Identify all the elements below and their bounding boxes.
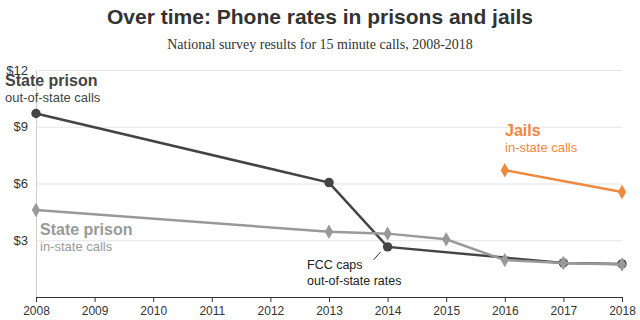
x-tick: 2016 xyxy=(492,297,519,318)
grid-line xyxy=(36,70,622,71)
marker xyxy=(383,242,392,251)
marker xyxy=(618,185,626,199)
x-tick: 2014 xyxy=(375,297,402,318)
x-tick: 2010 xyxy=(140,297,167,318)
x-tick: 2011 xyxy=(199,297,225,318)
series-line xyxy=(505,170,622,192)
series-detail: in-state calls xyxy=(40,239,113,254)
x-tick-mark xyxy=(270,297,271,302)
x-tick: 2018 xyxy=(609,297,636,318)
x-tick: 2015 xyxy=(433,297,460,318)
marker xyxy=(442,232,450,246)
y-tick-label: $6 xyxy=(14,176,28,191)
series-label: Jails xyxy=(505,122,541,139)
x-tick-label: 2012 xyxy=(258,304,285,318)
x-tick-mark xyxy=(388,297,389,302)
title: Over time: Phone rates in prisons and ja… xyxy=(107,5,533,28)
x-tick-label: 2008 xyxy=(23,304,50,318)
x-tick-label: 2015 xyxy=(433,304,460,318)
x-tick-mark xyxy=(153,297,154,302)
plot: $3 $6 $9 $12 2008 2009 2010 2011 2012 2013 2014 201… xyxy=(6,63,636,318)
x-tick: 2012 xyxy=(258,297,285,318)
x-tick-mark xyxy=(95,297,96,302)
x-tick-mark xyxy=(446,297,447,302)
marker xyxy=(559,256,567,270)
x-tick: 2013 xyxy=(316,297,343,318)
marker xyxy=(501,163,509,177)
x-tick-label: 2018 xyxy=(609,304,636,318)
x-tick: 2017 xyxy=(551,297,578,318)
marker xyxy=(501,253,509,267)
marker xyxy=(618,257,626,271)
y-tick: $6 xyxy=(14,176,622,191)
series-detail: in-state calls xyxy=(505,140,578,155)
x-tick-label: 2013 xyxy=(316,304,343,318)
marker xyxy=(383,226,391,240)
x-tick-mark xyxy=(36,297,37,302)
marker xyxy=(325,225,333,239)
y-tick-label: $3 xyxy=(14,233,28,248)
x-tick-mark xyxy=(329,297,330,302)
series-line xyxy=(36,114,622,264)
x-tick-label: 2016 xyxy=(492,304,519,318)
x-tick-label: 2010 xyxy=(140,304,167,318)
x-tick: 2009 xyxy=(82,297,109,318)
subtitle: National survey results for 15 minute ca… xyxy=(167,37,473,52)
series-detail: out-of-state calls xyxy=(5,90,101,105)
y-tick-label: $9 xyxy=(14,119,28,134)
x-tick-mark xyxy=(622,297,623,302)
x-tick-mark xyxy=(212,297,213,302)
x-tick-label: 2017 xyxy=(551,304,578,318)
x-tick-label: 2014 xyxy=(375,304,402,318)
x-axis: 2008 2009 2010 2011 2012 2013 2014 2015 2016 2017… xyxy=(23,297,636,318)
marker xyxy=(32,203,40,217)
x-tick-mark xyxy=(563,297,564,302)
series-label: State prison xyxy=(5,72,97,89)
x-tick-mark xyxy=(505,297,506,302)
series-line xyxy=(36,210,622,264)
marks xyxy=(31,109,626,272)
x-tick-label: 2009 xyxy=(82,304,109,318)
annotation: FCC caps xyxy=(307,258,363,272)
x-tick-label: 2011 xyxy=(199,304,225,318)
series-label: State prison xyxy=(40,221,132,238)
y-tick: $12 xyxy=(6,63,622,78)
chart: Over time: Phone rates in prisons and ja… xyxy=(0,0,640,320)
marker xyxy=(31,109,40,118)
x-tick: 2008 xyxy=(23,297,50,318)
marker xyxy=(324,178,333,187)
grid-line xyxy=(36,240,622,241)
annotation: out-of-state rates xyxy=(307,274,402,288)
annotation-pointer xyxy=(374,252,381,260)
